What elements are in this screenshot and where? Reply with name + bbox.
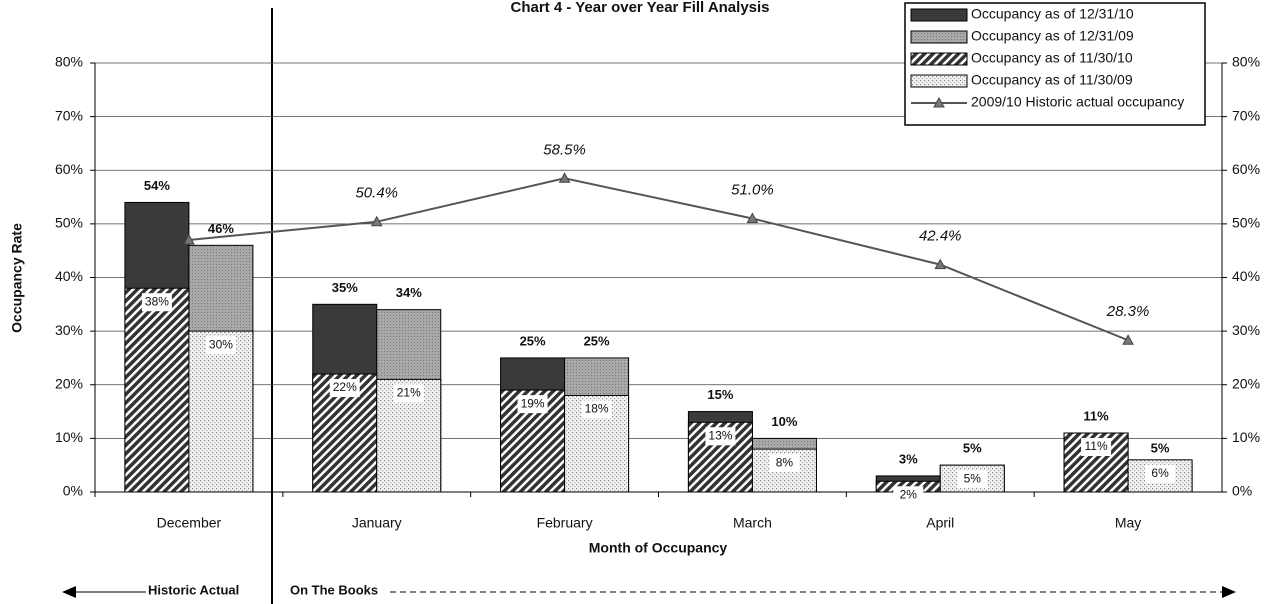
- data-label: 11%: [1085, 439, 1108, 453]
- label-box: [329, 379, 360, 398]
- label-box: [581, 400, 612, 419]
- y-tick-label: 0%: [63, 483, 83, 499]
- legend-label: Occupancy as of 11/30/09: [971, 72, 1133, 88]
- x-tick-label: May: [1115, 515, 1141, 531]
- data-label: 58.5%: [543, 141, 586, 158]
- bar: [188, 330, 254, 493]
- marker: [370, 215, 383, 227]
- y-tick-label: 10%: [55, 429, 83, 445]
- label-box: [1145, 464, 1176, 483]
- arrow-head: [62, 586, 76, 598]
- y-tick-label: 60%: [55, 161, 83, 177]
- x-tick-label: December: [157, 515, 222, 531]
- legend-label: Occupancy as of 12/31/10: [971, 6, 1134, 22]
- data-label: 30%: [209, 337, 233, 351]
- x-tick-label: March: [733, 515, 772, 531]
- data-label: 50.4%: [355, 185, 398, 202]
- annotation: Historic Actual: [148, 582, 239, 597]
- y-tick-label: 40%: [55, 268, 83, 284]
- data-label: 5%: [964, 471, 982, 485]
- marker: [934, 258, 947, 270]
- y2-tick-label: 10%: [1232, 429, 1260, 445]
- marker: [1122, 334, 1134, 345]
- marker: [558, 172, 571, 183]
- legend-swatch: [910, 30, 968, 44]
- label-box: [517, 395, 548, 414]
- y2-tick-label: 60%: [1232, 161, 1260, 177]
- legend-swatch: [910, 74, 968, 88]
- data-label: 25%: [584, 333, 610, 348]
- data-label: 46%: [208, 221, 234, 236]
- data-label: 42.4%: [919, 228, 962, 245]
- label-box: [205, 336, 236, 355]
- data-label: 3%: [899, 451, 918, 466]
- legend-swatch: [910, 8, 968, 22]
- y2-tick-label: 50%: [1232, 215, 1260, 231]
- legend-swatch: [910, 52, 968, 66]
- chart-title: Chart 4 - Year over Year Fill Analysis: [510, 0, 769, 16]
- data-label: 21%: [397, 386, 421, 400]
- y-tick-label: 30%: [55, 322, 83, 338]
- data-label: 34%: [396, 285, 422, 300]
- legend-label: 2009/10 Historic actual occupancy: [971, 94, 1184, 110]
- x-tick-label: February: [537, 515, 593, 531]
- y-tick-label: 20%: [55, 375, 83, 391]
- data-label: 25%: [520, 333, 546, 348]
- data-label: 2%: [900, 487, 918, 501]
- y-tick-label: 50%: [55, 215, 83, 231]
- y-tick-label: 80%: [55, 54, 83, 70]
- x-tick-label: January: [352, 515, 402, 531]
- data-label: 35%: [332, 280, 358, 295]
- data-label: 54%: [144, 178, 170, 193]
- data-label: 51.0%: [731, 181, 774, 198]
- y-axis-label: Occupancy Rate: [9, 223, 25, 333]
- label-box: [393, 384, 424, 403]
- data-label: 15%: [707, 387, 733, 402]
- data-label: 11%: [1083, 408, 1109, 423]
- data-label: 6%: [1151, 466, 1169, 480]
- bar: [124, 287, 190, 493]
- y2-tick-label: 40%: [1232, 268, 1260, 284]
- y2-tick-label: 20%: [1232, 375, 1260, 391]
- y2-tick-label: 80%: [1232, 54, 1260, 70]
- label-box: [769, 454, 800, 473]
- legend-swatch: [933, 96, 945, 108]
- y-tick-label: 70%: [55, 107, 83, 123]
- label-box: [705, 427, 736, 446]
- y2-tick-label: 30%: [1232, 322, 1260, 338]
- label-box: [1081, 438, 1112, 457]
- data-label: 10%: [771, 414, 797, 429]
- marker: [183, 233, 195, 245]
- legend-label: Occupancy as of 11/30/10: [971, 50, 1133, 66]
- y2-tick-label: 70%: [1232, 107, 1260, 123]
- data-label: 5%: [963, 441, 982, 456]
- line: [188, 177, 1129, 342]
- annotation: On The Books: [290, 582, 378, 597]
- label-box: [141, 293, 172, 312]
- label-box: [957, 470, 988, 489]
- x-tick-label: April: [926, 515, 954, 531]
- label-box: [893, 486, 924, 505]
- data-label: 38%: [145, 294, 169, 308]
- data-label: 13%: [708, 428, 732, 442]
- data-label: 5%: [1151, 441, 1170, 456]
- data-label: 22%: [333, 380, 357, 394]
- data-label: 19%: [521, 396, 545, 410]
- x-axis-label: Month of Occupancy: [589, 540, 728, 556]
- data-label: 18%: [585, 402, 609, 416]
- arrow-head: [1222, 586, 1236, 598]
- data-label: 8%: [776, 455, 794, 469]
- data-label: 28.3%: [1106, 303, 1150, 320]
- legend-label: Occupancy as of 12/31/09: [971, 28, 1134, 44]
- y2-tick-label: 0%: [1232, 483, 1252, 499]
- marker: [746, 212, 759, 224]
